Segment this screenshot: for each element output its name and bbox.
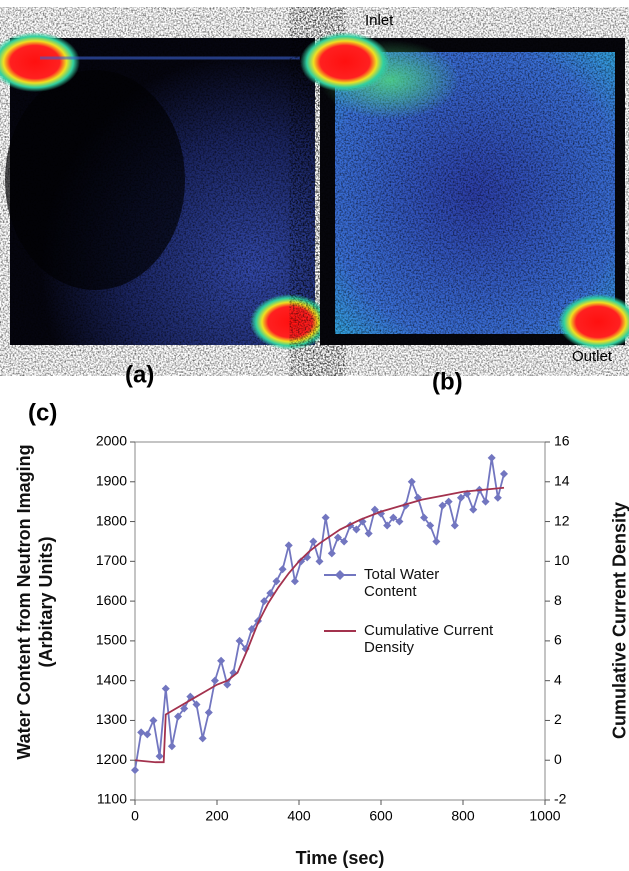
y-tick-label: 1300 bbox=[96, 711, 127, 727]
data-point bbox=[210, 676, 219, 685]
x-tick-label: 600 bbox=[369, 808, 393, 824]
y-tick-label: 1900 bbox=[96, 472, 127, 488]
data-point bbox=[204, 708, 213, 717]
data-point bbox=[481, 497, 490, 506]
outlet-label: Outlet bbox=[572, 348, 613, 365]
panel-label: (c) bbox=[28, 399, 57, 426]
panel-label: (a) bbox=[125, 361, 154, 388]
data-point bbox=[500, 469, 508, 478]
data-point bbox=[192, 700, 201, 709]
x-tick-label: 800 bbox=[451, 808, 475, 824]
legend-swatch bbox=[324, 630, 356, 632]
y2-tick-label: 14 bbox=[554, 472, 570, 488]
data-point bbox=[223, 680, 232, 689]
y2-axis-title: Cumulative Current Density bbox=[609, 501, 629, 740]
data-point bbox=[395, 517, 404, 526]
x-tick-label: 0 bbox=[131, 808, 139, 824]
inlet-label: Inlet bbox=[365, 12, 394, 29]
y-tick-label: 1200 bbox=[96, 751, 127, 767]
legend-label: Total Water Content bbox=[364, 566, 440, 600]
series-line bbox=[134, 486, 505, 764]
data-point bbox=[340, 537, 349, 546]
data-point bbox=[290, 577, 299, 586]
data-point bbox=[284, 541, 293, 550]
data-point bbox=[420, 513, 429, 522]
data-point bbox=[469, 505, 478, 514]
data-point bbox=[438, 501, 447, 510]
data-point bbox=[272, 577, 281, 586]
data-point bbox=[167, 742, 176, 751]
data-point bbox=[278, 565, 287, 574]
data-point bbox=[389, 513, 398, 522]
data-point bbox=[407, 477, 416, 486]
data-point bbox=[493, 493, 502, 502]
data-point bbox=[180, 704, 189, 713]
data-point bbox=[143, 730, 152, 739]
data-point bbox=[444, 497, 453, 506]
data-point bbox=[487, 453, 496, 462]
y-axis-title: Water Content from Neutron Imaging (Arbi… bbox=[14, 444, 56, 760]
x-tick-label: 200 bbox=[205, 808, 229, 824]
y2-tick-label: 4 bbox=[554, 671, 562, 687]
y2-tick-label: 12 bbox=[554, 512, 570, 528]
legend-label: Cumulative Current Density bbox=[364, 622, 494, 656]
panel-label: (b) bbox=[432, 368, 463, 395]
data-point bbox=[235, 636, 244, 645]
legend-entry: Total Water Content bbox=[322, 566, 552, 600]
y2-tick-label: 16 bbox=[554, 433, 570, 449]
data-point bbox=[352, 525, 361, 534]
data-point bbox=[426, 521, 435, 530]
y-tick-label: 2000 bbox=[96, 433, 127, 449]
y-tick-label: 1100 bbox=[97, 791, 127, 807]
data-point bbox=[174, 712, 183, 721]
y-tick-label: 1800 bbox=[96, 512, 127, 528]
data-point bbox=[456, 493, 465, 502]
data-point bbox=[297, 557, 306, 566]
data-point bbox=[309, 537, 318, 546]
data-point bbox=[333, 533, 342, 542]
legend-swatch bbox=[324, 570, 356, 580]
x-axis-title: Time (sec) bbox=[295, 848, 385, 868]
plot-area bbox=[134, 441, 546, 801]
neutron-image-b bbox=[300, 32, 629, 350]
data-point bbox=[321, 513, 330, 522]
x-tick-label: 1000 bbox=[529, 808, 560, 824]
y2-tick-label: -2 bbox=[554, 791, 567, 807]
y2-tick-label: 6 bbox=[554, 632, 562, 648]
y2-tick-label: 0 bbox=[554, 751, 562, 767]
x-tick-label: 400 bbox=[287, 808, 311, 824]
data-point bbox=[155, 752, 164, 761]
y-tick-label: 1600 bbox=[96, 592, 127, 608]
data-point bbox=[260, 597, 269, 606]
data-point bbox=[217, 656, 226, 665]
data-point bbox=[137, 728, 146, 737]
legend: Total Water Content Cumulative Current De… bbox=[322, 566, 552, 678]
y2-tick-label: 10 bbox=[554, 552, 570, 568]
data-point bbox=[247, 624, 256, 633]
data-point bbox=[432, 537, 441, 546]
data-point bbox=[364, 529, 373, 538]
data-point bbox=[131, 766, 139, 775]
y2-tick-label: 2 bbox=[554, 711, 562, 727]
chart: 1100120013001400150016001700180019002000… bbox=[96, 433, 570, 824]
data-point bbox=[198, 734, 207, 743]
data-point bbox=[370, 505, 379, 514]
y-tick-label: 1400 bbox=[96, 671, 127, 687]
data-point bbox=[450, 521, 459, 530]
data-point bbox=[161, 684, 170, 693]
y-tick-label: 1500 bbox=[96, 632, 127, 648]
y2-tick-label: 8 bbox=[554, 592, 562, 608]
data-point bbox=[327, 549, 336, 558]
legend-entry: Cumulative Current Density bbox=[322, 622, 552, 656]
y-tick-label: 1700 bbox=[96, 552, 127, 568]
data-point bbox=[315, 557, 324, 566]
data-point bbox=[149, 716, 158, 725]
neutron-image-a bbox=[0, 32, 330, 350]
data-point bbox=[383, 521, 392, 530]
